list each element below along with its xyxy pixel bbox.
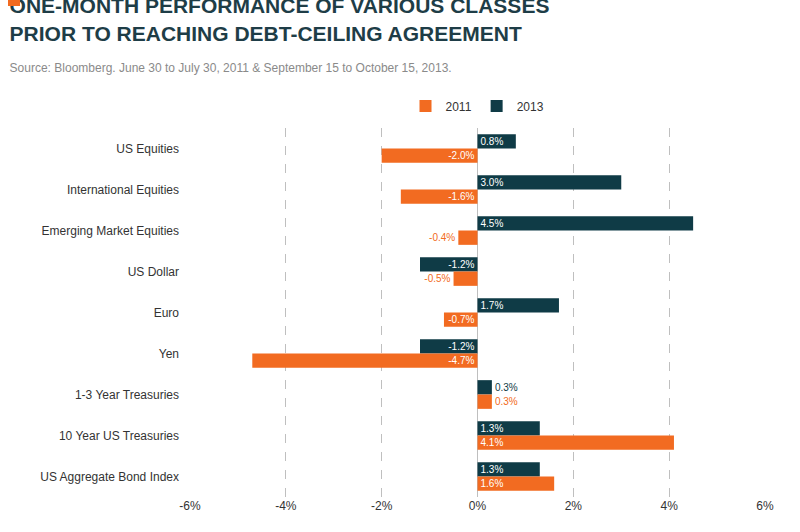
svg-text:International Equities: International Equities bbox=[67, 183, 179, 197]
svg-text:-6%: -6% bbox=[179, 499, 201, 513]
svg-text:2011: 2011 bbox=[446, 100, 472, 114]
svg-text:-2.0%: -2.0% bbox=[448, 150, 474, 161]
svg-text:-1.6%: -1.6% bbox=[448, 191, 474, 202]
svg-text:-0.4%: -0.4% bbox=[429, 232, 455, 243]
svg-text:3.0%: 3.0% bbox=[481, 177, 504, 188]
svg-text:0.3%: 0.3% bbox=[495, 396, 518, 407]
svg-text:1.3%: 1.3% bbox=[481, 464, 504, 475]
svg-text:US Equities: US Equities bbox=[116, 142, 179, 156]
svg-text:1.7%: 1.7% bbox=[481, 300, 504, 311]
svg-text:-0.5%: -0.5% bbox=[424, 273, 450, 284]
svg-text:-4%: -4% bbox=[275, 499, 297, 513]
svg-text:US Aggregate Bond Index: US Aggregate Bond Index bbox=[40, 470, 179, 484]
svg-text:0.3%: 0.3% bbox=[495, 382, 518, 393]
svg-text:1.6%: 1.6% bbox=[481, 478, 504, 489]
svg-text:0%: 0% bbox=[469, 499, 487, 513]
svg-text:6%: 6% bbox=[756, 499, 774, 513]
svg-text:Euro: Euro bbox=[154, 306, 180, 320]
svg-text:4%: 4% bbox=[660, 499, 678, 513]
svg-text:-1.2%: -1.2% bbox=[448, 259, 474, 270]
svg-text:2013: 2013 bbox=[517, 100, 544, 114]
svg-text:0.8%: 0.8% bbox=[481, 136, 504, 147]
svg-text:4.5%: 4.5% bbox=[481, 218, 504, 229]
svg-text:1-3 Year Treasuries: 1-3 Year Treasuries bbox=[75, 388, 179, 402]
svg-text:Emerging Market Equities: Emerging Market Equities bbox=[42, 224, 179, 238]
svg-text:Yen: Yen bbox=[159, 347, 179, 361]
svg-text:2%: 2% bbox=[565, 499, 583, 513]
svg-text:ONE-MONTH PERFORMANCE OF VARIO: ONE-MONTH PERFORMANCE OF VARIOUS CLASSES… bbox=[10, 0, 550, 45]
svg-text:4.1%: 4.1% bbox=[481, 437, 504, 448]
svg-text:1.3%: 1.3% bbox=[481, 423, 504, 434]
svg-text:-4.7%: -4.7% bbox=[448, 355, 474, 366]
svg-text:Source: Bloomberg. June 30 to: Source: Bloomberg. June 30 to July 30, 2… bbox=[10, 61, 452, 75]
svg-text:10 Year US Treasuries: 10 Year US Treasuries bbox=[59, 429, 179, 443]
svg-text:-1.2%: -1.2% bbox=[448, 341, 474, 352]
svg-text:US Dollar: US Dollar bbox=[128, 265, 179, 279]
svg-text:-2%: -2% bbox=[371, 499, 393, 513]
svg-text:-0.7%: -0.7% bbox=[448, 314, 474, 325]
